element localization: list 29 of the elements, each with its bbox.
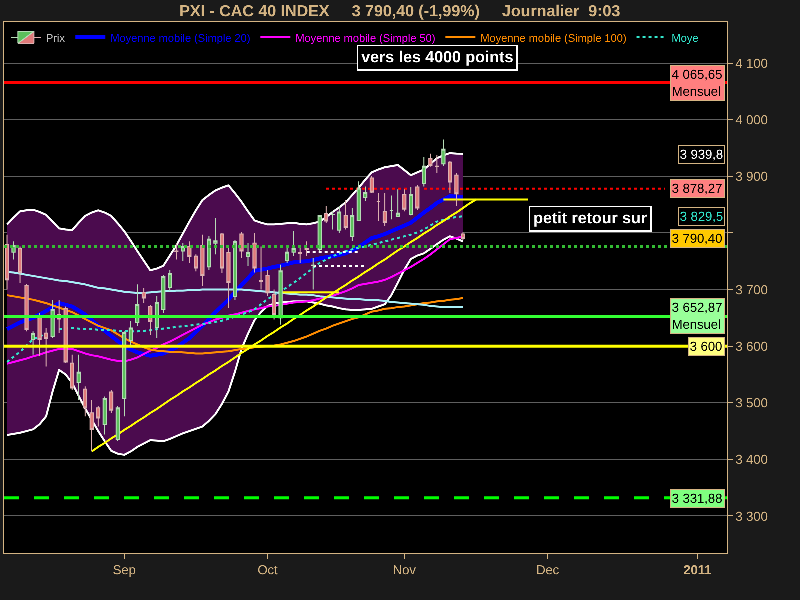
x-tick-label: Dec <box>536 562 560 578</box>
annotation: 3 878,27 <box>672 181 723 196</box>
annotation: 3 790,40 <box>672 231 723 246</box>
legend-label: Prix <box>46 32 66 45</box>
y-tick-label: 3 600 <box>736 338 768 354</box>
y-tick-label: 3 900 <box>736 169 768 184</box>
legend-label: Moyenne mobile (Simple 50) <box>296 32 436 45</box>
ref-line-label: 3 600 <box>690 339 723 354</box>
x-tick-label: Nov <box>393 562 417 578</box>
y-tick-label: 3 300 <box>736 508 768 524</box>
x-tick-label: Oct <box>258 562 278 578</box>
y-tick-label: 4 100 <box>736 56 768 71</box>
x-tick-label: 2011 <box>684 562 712 578</box>
legend-label: Moyenne mobile (Simple 20) <box>110 32 251 45</box>
y-tick-label: 3 700 <box>736 282 768 298</box>
annotation: vers les 4000 points <box>362 50 514 66</box>
ref-line-label: 4 065,65 Mensuel <box>672 67 723 99</box>
legend-label: Moyenne mobile (Simple 100) <box>480 32 627 45</box>
annotation: petit retour sur <box>534 210 648 228</box>
legend-label: Moye <box>672 32 699 45</box>
y-tick-label: 3 500 <box>736 396 768 411</box>
ref-line-label: 3 652,87 Mensuel <box>672 300 723 332</box>
x-tick-label: Sep <box>112 562 136 578</box>
y-tick-label: 4 000 <box>736 112 768 128</box>
ref-line-label: 3 331,88 <box>672 491 723 506</box>
annotation: 3 939,8 <box>680 147 724 162</box>
chart-title: PXI - CAC 40 INDEX 3 790,40 (-1,99%) Journalier 9:03 <box>179 4 621 21</box>
y-tick-label: 3 400 <box>736 452 768 468</box>
annotation: 3 829,5 <box>680 209 724 224</box>
